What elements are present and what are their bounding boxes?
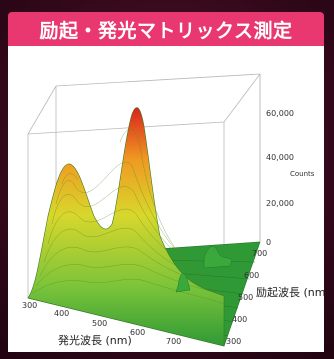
z-tick-label: 40,000 (266, 153, 294, 162)
y-axis: 700 600 500 400 300 励起波長 (nm) (226, 249, 324, 346)
box-top-left (27, 85, 57, 135)
y-tick-label: 600 (244, 271, 259, 280)
floor-bumps (175, 246, 233, 293)
page-title: 励起・発光マトリックス測定 (39, 19, 293, 42)
x-tick-label: 700 (166, 337, 181, 346)
x-tick-label: 400 (54, 309, 69, 318)
y-tick-label: 400 (232, 315, 247, 324)
x-tick-label: 600 (130, 328, 145, 337)
x-tick-label: 300 (22, 301, 37, 310)
surface-peaks (27, 107, 225, 347)
eem-surface-chart: 0 20,000 40,000 60,000 Counts 700 600 50… (22, 73, 324, 347)
x-axis: 300 400 500 600 700 発光波長 (nm) (22, 301, 181, 347)
title-bar: 励起・発光マトリックス測定 (8, 12, 324, 46)
y-tick-label: 700 (252, 249, 267, 258)
y-tick-label: 300 (226, 337, 241, 346)
x-axis-label: 発光波長 (nm) (58, 333, 132, 347)
y-tick-label: 500 (238, 293, 253, 302)
z-tick-label: 20,000 (266, 199, 294, 208)
z-axis-label: Counts (290, 170, 315, 178)
z-axis: 0 20,000 40,000 60,000 Counts (259, 74, 315, 247)
y-axis-label: 励起波長 (nm) (256, 286, 324, 299)
x-tick-label: 500 (92, 319, 107, 328)
z-tick-label: 0 (266, 238, 271, 247)
z-tick-label: 60,000 (266, 109, 294, 118)
